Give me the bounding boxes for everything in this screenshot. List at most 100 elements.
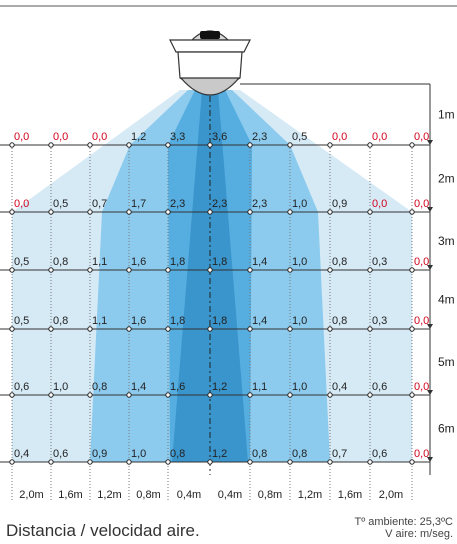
velocity-value: 0,0	[414, 381, 429, 393]
measurement-point	[87, 267, 93, 273]
measurement-point	[48, 392, 54, 398]
velocity-value: 1,1	[92, 256, 107, 268]
velocity-value: 1,2	[212, 448, 227, 460]
velocity-value: 1,4	[252, 256, 267, 268]
measurement-point	[287, 142, 293, 148]
measurement-point	[327, 392, 333, 398]
velocity-value: 0,8	[332, 256, 347, 268]
measurement-point	[165, 209, 171, 215]
distance-label: 1,6m	[338, 489, 362, 501]
velocity-value: 0,7	[92, 198, 107, 210]
airflow-zones	[12, 90, 412, 462]
velocity-value: 3,6	[212, 131, 227, 143]
measurement-point	[48, 142, 54, 148]
velocity-value: 0,0	[14, 198, 29, 210]
measurement-point	[247, 209, 253, 215]
velocity-value: 0,0	[414, 315, 429, 327]
measurement-conditions: Tº ambiente: 25,3ºC V aire: m/seg.	[354, 516, 453, 540]
velocity-value: 0,0	[332, 131, 347, 143]
velocity-value: 0,5	[14, 256, 29, 268]
measurement-point	[126, 392, 132, 398]
velocity-value: 0,9	[92, 448, 107, 460]
depth-tick	[427, 390, 433, 395]
velocity-value: 0,6	[14, 381, 29, 393]
measurement-point	[87, 459, 93, 465]
velocity-value: 0,3	[372, 315, 387, 327]
velocity-value: 0,0	[14, 131, 29, 143]
measurement-point	[287, 209, 293, 215]
velocity-value: 0,0	[372, 131, 387, 143]
measurement-point	[207, 326, 213, 332]
velocity-value: 2,3	[252, 131, 267, 143]
measurement-point	[9, 459, 15, 465]
measurement-point	[207, 267, 213, 273]
measurement-point	[165, 326, 171, 332]
velocity-value: 0,8	[292, 448, 307, 460]
measurement-point	[48, 459, 54, 465]
measurement-point	[165, 267, 171, 273]
velocity-value: 0,5	[53, 198, 68, 210]
unit-sensor	[200, 31, 220, 39]
measurement-point	[327, 326, 333, 332]
measurement-point	[165, 459, 171, 465]
measurement-point	[126, 326, 132, 332]
depth-label: 1m	[438, 108, 455, 122]
velocity-value: 1,4	[131, 381, 146, 393]
velocity-value: 0,8	[53, 315, 68, 327]
measurement-point	[87, 209, 93, 215]
measurement-point	[207, 209, 213, 215]
velocity-value: 0,4	[14, 448, 29, 460]
velocity-value: 0,8	[252, 448, 267, 460]
velocity-value: 0,0	[414, 256, 429, 268]
unit-outlet	[179, 77, 241, 96]
velocity-value: 1,8	[212, 315, 227, 327]
measurement-point	[367, 326, 373, 332]
depth-tick	[427, 140, 433, 145]
measurement-point	[409, 326, 415, 332]
measurement-point	[87, 392, 93, 398]
velocity-value: 0,9	[332, 198, 347, 210]
distance-label: 0,8m	[136, 489, 160, 501]
measurement-point	[126, 142, 132, 148]
measurement-point	[409, 267, 415, 273]
air-speed-unit: V aire: m/seg.	[385, 528, 453, 540]
velocity-value: 1,0	[292, 315, 307, 327]
velocity-value: 0,4	[332, 381, 347, 393]
measurement-point	[48, 209, 54, 215]
measurement-point	[48, 326, 54, 332]
velocity-value: 1,0	[53, 381, 68, 393]
velocity-value: 1,6	[131, 315, 146, 327]
velocity-value: 1,6	[170, 381, 185, 393]
velocity-value: 1,0	[292, 198, 307, 210]
velocity-value: 0,6	[372, 381, 387, 393]
velocity-value: 1,0	[292, 381, 307, 393]
distance-axis: 2,0m 1,6m 1,2m 0,8m 0,4m 0,4m 0,8m 1,2m 1,6m 2,0m	[19, 489, 403, 501]
measurement-point	[48, 267, 54, 273]
velocity-value: 0,8	[53, 256, 68, 268]
depth-label: 4m	[438, 293, 455, 307]
velocity-value: 0,3	[372, 256, 387, 268]
measurement-point	[287, 267, 293, 273]
measurement-point	[247, 267, 253, 273]
measurement-point	[327, 209, 333, 215]
distance-label: 0,4m	[218, 489, 242, 501]
depth-label: 6m	[438, 422, 455, 436]
velocity-values: 0,0 0,0 0,0 1,2 3,3 3,6 2,3 0,5 0,0 0,0 0,0 0,0 0,5 0…	[9, 131, 429, 465]
velocity-value: 2,3	[170, 198, 185, 210]
measurement-point	[9, 326, 15, 332]
velocity-value: 1,6	[131, 256, 146, 268]
velocity-value: 1,1	[92, 315, 107, 327]
depth-scale: 1m 2m 3m 4m 5m 6m	[240, 83, 455, 475]
velocity-value: 1,8	[170, 256, 185, 268]
unit-collar	[169, 39, 251, 53]
measurement-grid	[0, 144, 430, 500]
depth-label: 5m	[438, 355, 455, 369]
velocity-value: 1,0	[292, 256, 307, 268]
zone-core	[172, 90, 248, 462]
measurement-point	[409, 142, 415, 148]
distance-label: 1,2m	[97, 489, 121, 501]
measurement-point	[9, 142, 15, 148]
ambient-temperature: Tº ambiente: 25,3ºC	[354, 516, 453, 528]
distance-label: 2,0m	[379, 489, 403, 501]
